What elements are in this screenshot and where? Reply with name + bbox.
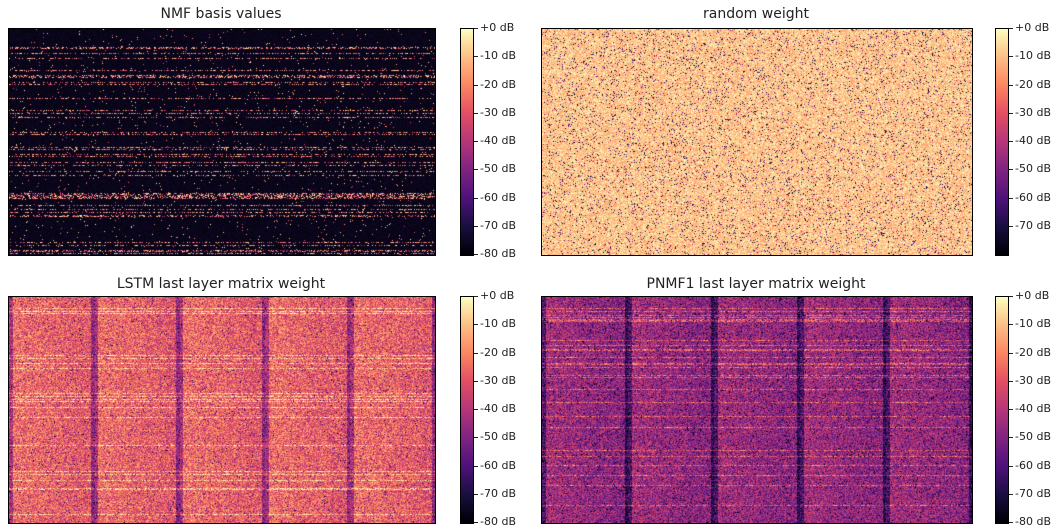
colorbar-tick-label: -10 dB — [1015, 317, 1051, 331]
colorbar-tick-mark — [1009, 225, 1013, 227]
colorbar-tick-label: +0 dB — [480, 21, 515, 34]
colorbar-tick-label: -20 dB — [480, 77, 516, 91]
colorbar-tick-mark — [1009, 28, 1013, 29]
colorbar-tick-mark — [474, 56, 478, 58]
colorbar-tick-mark — [474, 84, 478, 86]
colorbar-tick-label: -50 dB — [480, 430, 516, 444]
colorbar-tick-label: -30 dB — [480, 105, 516, 119]
heatmap-image — [8, 28, 436, 256]
colorbar-tick-mark — [1009, 197, 1013, 199]
colorbar-tick-mark — [1009, 112, 1013, 114]
colorbar-tick-label: -70 dB — [1015, 218, 1051, 232]
colorbar-tick-mark — [474, 296, 478, 297]
colorbar-tick-mark — [474, 324, 478, 326]
colorbar-tick-mark — [474, 352, 478, 354]
colorbar-tick-label: -70 dB — [480, 486, 516, 500]
colorbar-tick-mark — [1009, 437, 1013, 439]
chart-title: random weight — [703, 6, 809, 22]
colorbar-tick-mark — [1009, 324, 1013, 326]
colorbar-tick-mark — [474, 465, 478, 467]
colorbar-tick-label: -40 dB — [1015, 402, 1051, 415]
colorbar — [995, 296, 1009, 524]
colorbar-tick-mark — [1009, 56, 1013, 58]
colorbar-tick-mark — [474, 28, 478, 29]
colorbar-tick-label: -60 dB — [480, 190, 516, 204]
colorbar-tick-label: -20 dB — [1015, 345, 1051, 359]
colorbar-tick-label: -60 dB — [1015, 458, 1051, 472]
colorbar-tick-label: -20 dB — [480, 345, 516, 359]
colorbar-tick-mark — [474, 522, 478, 523]
colorbar — [460, 296, 474, 524]
colorbar-tick-label: -80 dB — [1015, 515, 1051, 528]
colorbar-tick-mark — [474, 380, 478, 382]
colorbar-tick-label: -20 dB — [1015, 77, 1051, 91]
colorbar-tick-label: -80 dB — [480, 515, 516, 528]
colorbar-tick-mark — [474, 409, 478, 410]
colorbar-tick-label: -10 dB — [480, 317, 516, 331]
colorbar-tick-label: -70 dB — [1015, 486, 1051, 500]
colorbar-tick-mark — [1009, 169, 1013, 171]
colorbar-tick-mark — [474, 169, 478, 171]
colorbar-tick-label: +0 dB — [1015, 289, 1050, 302]
colorbar-tick-mark — [1009, 352, 1013, 354]
colorbar-tick-label: -30 dB — [480, 373, 516, 387]
colorbar-tick-label: -30 dB — [1015, 373, 1051, 387]
colorbar-tick-label: -40 dB — [480, 402, 516, 415]
colorbar-tick-mark — [1009, 380, 1013, 382]
colorbar-tick-mark — [1009, 141, 1013, 142]
colorbar-tick-label: -10 dB — [1015, 49, 1051, 63]
colorbar-tick-mark — [474, 197, 478, 199]
colorbar-tick-mark — [474, 493, 478, 495]
colorbar-tick-mark — [474, 437, 478, 439]
colorbar-tick-mark — [474, 141, 478, 142]
colorbar-tick-label: -60 dB — [480, 458, 516, 472]
colorbar-tick-label: -80 dB — [480, 247, 516, 260]
colorbar-tick-label: -60 dB — [1015, 190, 1051, 204]
colorbar-tick-label: -50 dB — [1015, 430, 1051, 444]
chart-title: LSTM last layer matrix weight — [116, 276, 326, 292]
colorbar-tick-mark — [1009, 522, 1013, 523]
colorbar-tick-mark — [1009, 465, 1013, 467]
colorbar-tick-mark — [474, 112, 478, 114]
colorbar-tick-mark — [474, 254, 478, 255]
heatmap-image — [541, 296, 973, 524]
colorbar-tick-mark — [1009, 296, 1013, 297]
chart-title: NMF basis values — [160, 6, 282, 22]
colorbar-tick-label: -10 dB — [480, 49, 516, 63]
colorbar-tick-label: -40 dB — [1015, 134, 1051, 147]
colorbar-tick-label: -40 dB — [480, 134, 516, 147]
colorbar-tick-mark — [1009, 409, 1013, 410]
colorbar-tick-mark — [1009, 84, 1013, 86]
colorbar-tick-label: -30 dB — [1015, 105, 1051, 119]
colorbar-tick-label: +0 dB — [480, 289, 515, 302]
colorbar-tick-mark — [474, 225, 478, 227]
colorbar-tick-label: +0 dB — [1015, 21, 1050, 34]
colorbar — [460, 28, 474, 256]
colorbar — [995, 28, 1009, 256]
chart-title: PNMF1 last layer matrix weight — [646, 276, 866, 292]
colorbar-tick-label: -70 dB — [480, 218, 516, 232]
heatmap-image — [8, 296, 436, 524]
colorbar-tick-label: -50 dB — [480, 162, 516, 176]
heatmap-image — [541, 28, 973, 256]
colorbar-tick-mark — [1009, 493, 1013, 495]
colorbar-tick-label: -50 dB — [1015, 162, 1051, 176]
